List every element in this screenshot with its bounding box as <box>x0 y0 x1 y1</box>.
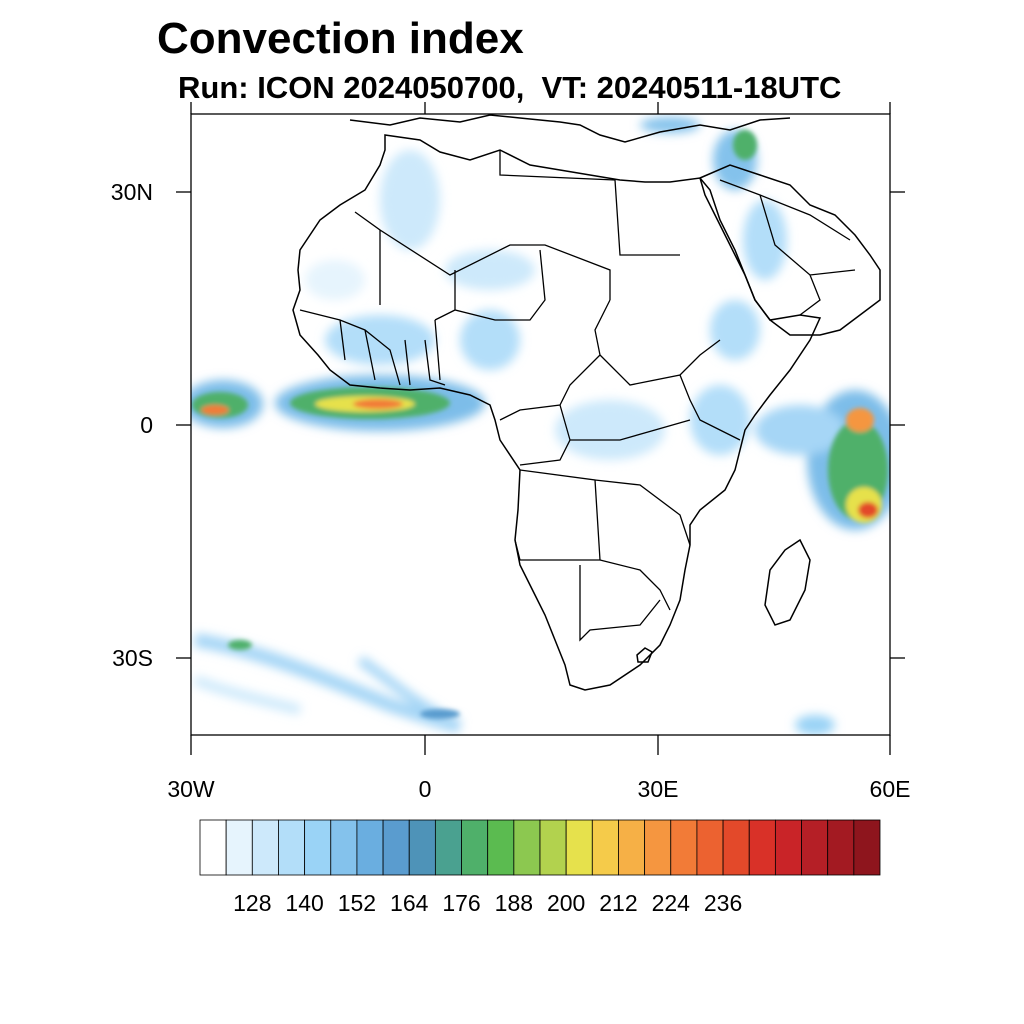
southern-band-3 <box>193 675 302 715</box>
colorbar-tick-label: 128 <box>233 890 271 916</box>
congo-patch <box>555 400 665 460</box>
coastlines <box>292 114 881 691</box>
colorbar-swatch <box>696 819 724 876</box>
colorbar-tick-label: 176 <box>442 890 480 916</box>
colorbar-swatch <box>199 819 227 876</box>
colorbar-tick-label: 188 <box>495 890 533 916</box>
lon-label-60e: 60E <box>870 776 911 802</box>
colorbar-swatch <box>565 819 593 876</box>
lat-label-30n: 30N <box>111 179 153 205</box>
indian-ocean-north-core <box>846 408 874 432</box>
colorbar-swatch <box>251 819 279 876</box>
colorbar-tick-label: 224 <box>652 890 691 916</box>
madagascar <box>764 538 811 626</box>
levant-core <box>733 130 757 160</box>
indian-ocean-north <box>755 405 845 455</box>
colorbar-swatch <box>487 819 515 876</box>
border-lines-arabia <box>719 179 856 316</box>
colorbar-swatch <box>670 819 698 876</box>
africa-coastline <box>292 134 822 691</box>
colorbar-tick-label: 140 <box>285 890 323 916</box>
border-lines-west <box>299 309 446 386</box>
colorbar-swatch <box>382 819 410 876</box>
europe-coast <box>349 114 791 143</box>
colorbar-labels: 128 140 152 164 176 188 200 212 224 236 <box>233 890 742 916</box>
lesotho <box>636 647 653 663</box>
itcz-core-orange <box>353 399 403 409</box>
colorbar <box>199 819 881 876</box>
lat-label-30s: 30S <box>112 645 153 671</box>
colorbar-swatch <box>461 819 489 876</box>
arabia-coast <box>699 164 881 336</box>
ethiopia-patch <box>710 300 760 360</box>
itcz-west-core <box>201 405 229 415</box>
med-patch <box>640 117 700 133</box>
convection-field <box>191 117 890 735</box>
axis-ticks <box>176 102 905 755</box>
colorbar-swatch <box>774 819 802 876</box>
colorbar-swatch <box>618 819 646 876</box>
indian-ocean-red <box>858 502 878 518</box>
colorbar-swatch <box>513 819 541 876</box>
colorbar-tick-label: 236 <box>704 890 742 916</box>
colorbar-swatch <box>722 819 750 876</box>
arabia-patch <box>743 200 787 280</box>
lon-label-30w: 30W <box>167 776 215 802</box>
mauritania-patch <box>305 260 365 300</box>
colorbar-tick-label: 164 <box>390 890 429 916</box>
colorbar-swatch <box>539 819 567 876</box>
colorbar-swatch <box>225 819 253 876</box>
convection-shading-strong <box>192 130 888 719</box>
colorbar-swatch <box>748 819 776 876</box>
southern-band-east <box>795 715 835 735</box>
colorbar-swatch <box>330 819 358 876</box>
southern-core <box>228 640 252 650</box>
lon-label-0: 0 <box>419 776 432 802</box>
lon-label-30e: 30E <box>638 776 679 802</box>
southern-band-1 <box>193 633 462 733</box>
lat-label-0: 0 <box>140 412 153 438</box>
red-sea-border <box>699 177 746 276</box>
country-borders <box>299 150 856 642</box>
west-africa-patch <box>325 315 435 365</box>
colorbar-swatch <box>408 819 436 876</box>
colorbar-swatch <box>827 819 855 876</box>
map-subtitle: Run: ICON 2024050700, VT: 20240511-18UTC <box>178 70 842 105</box>
map-title: Convection index <box>157 14 524 63</box>
colorbar-swatch <box>304 819 332 876</box>
sahel-patch <box>445 250 535 290</box>
border-lines-central <box>499 299 741 642</box>
colorbar-swatch <box>356 819 384 876</box>
colorbar-swatch <box>434 819 462 876</box>
southern-core-2 <box>420 709 460 719</box>
colorbar-tick-label: 212 <box>599 890 637 916</box>
colorbar-swatch <box>278 819 306 876</box>
border-lines-north <box>354 150 680 321</box>
sahara-patch-1 <box>380 150 440 250</box>
colorbar-tick-label: 152 <box>338 890 376 916</box>
colorbar-swatch <box>591 819 619 876</box>
colorbar-tick-label: 200 <box>547 890 585 916</box>
colorbar-swatch <box>644 819 672 876</box>
colorbar-swatch <box>801 819 829 876</box>
nigeria-patch <box>460 310 520 370</box>
colorbar-swatch <box>853 819 881 876</box>
